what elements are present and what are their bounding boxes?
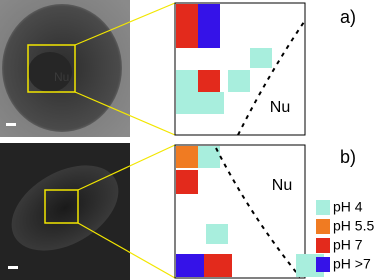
image-label: Nu	[54, 70, 69, 84]
legend-swatch	[316, 257, 330, 272]
map-label: Nu	[270, 99, 290, 116]
panel-label: b)	[340, 147, 356, 167]
legend-label: pH 4	[333, 199, 363, 215]
ph-map-a: Nu	[174, 2, 306, 136]
legend: pH 4 pH 5.5 pH 7 pH >7	[316, 199, 374, 272]
micrograph-b	[0, 143, 130, 280]
legend-swatch	[316, 238, 330, 253]
legend-swatch	[316, 200, 330, 215]
panel-label: a)	[340, 7, 356, 27]
legend-label: pH 7	[333, 237, 363, 253]
legend-swatch	[316, 219, 330, 234]
micrograph-a: Nu	[0, 0, 130, 137]
map-label: Nu	[272, 177, 292, 194]
legend-label: pH 5.5	[333, 218, 374, 234]
legend-label: pH >7	[333, 256, 371, 272]
